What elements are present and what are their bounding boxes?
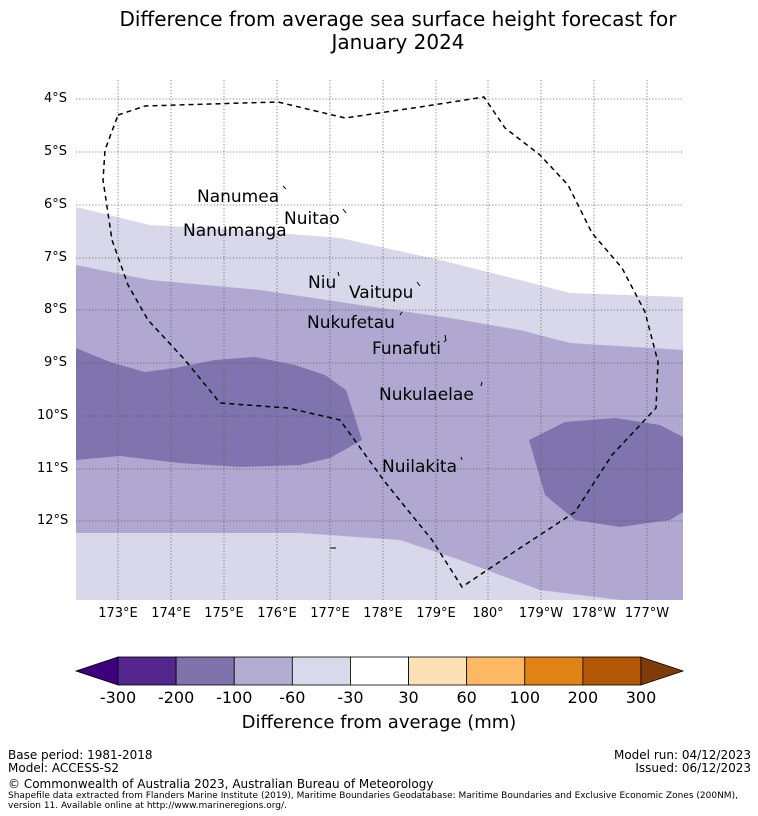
lon-label-175e: 175°E xyxy=(204,606,244,621)
shapefile-credit-2: version 11. Available online at http://w… xyxy=(8,801,287,811)
colorbar-segment xyxy=(350,656,409,686)
place-funafuti: Funafuti xyxy=(372,339,441,359)
copyright: © Commonwealth of Australia 2023, Austra… xyxy=(8,777,434,791)
lon-label-176e: 176°E xyxy=(257,606,297,621)
lat-label-11s: 11°S xyxy=(37,461,69,476)
place-niu: Niu xyxy=(308,273,337,293)
colorbar xyxy=(74,656,685,686)
colorbar-segment xyxy=(582,656,642,686)
title-line-2: January 2024 xyxy=(331,30,465,54)
lon-label-179e: 179°E xyxy=(416,606,456,621)
anomaly-band-medium xyxy=(76,265,683,600)
lon-label-180: 180° xyxy=(472,606,504,621)
place-nanumanga: Nanumanga xyxy=(183,221,287,241)
colorbar-title: Difference from average (mm) xyxy=(241,712,517,733)
lon-label-179w: 179°W xyxy=(518,606,564,621)
island-marks xyxy=(282,185,483,549)
lat-label-7s: 7°S xyxy=(44,250,68,265)
lon-label-178e: 178°E xyxy=(363,606,403,621)
lat-label-6s: 6°S xyxy=(44,197,68,212)
lon-label-173e: 173°E xyxy=(98,606,138,621)
lat-label-10s: 10°S xyxy=(37,408,69,423)
base-period: Base period: 1981-2018 xyxy=(8,748,153,762)
issued-date: Issued: 06/12/2023 xyxy=(635,761,751,775)
place-nuilakita: Nuilakita xyxy=(382,457,458,477)
colorbar-tick-label: -300 xyxy=(99,688,137,707)
title-line-1: Difference from average sea surface heig… xyxy=(119,7,677,31)
colorbar-segment xyxy=(466,656,526,686)
shapefile-credit-1: Shapefile data extracted from Flanders M… xyxy=(8,791,738,801)
place-nuitao: Nuitao xyxy=(284,209,340,229)
place-vaitupu: Vaitupu xyxy=(349,283,414,303)
colorbar-tick-label: -200 xyxy=(157,688,195,707)
lat-label-8s: 8°S xyxy=(44,302,68,317)
colorbar-tick-label: -30 xyxy=(337,688,364,707)
colorbar-tick-label: 300 xyxy=(625,688,657,707)
colorbar-extend-left xyxy=(74,656,119,686)
colorbar-segment xyxy=(233,656,293,686)
colorbar-segment xyxy=(524,656,584,686)
model-run: Model run: 04/12/2023 xyxy=(613,748,751,762)
lon-label-177e: 177°E xyxy=(310,606,350,621)
colorbar-segment xyxy=(117,656,177,686)
eez-boundary xyxy=(102,96,659,589)
sea-level-anomaly-field xyxy=(76,80,683,600)
lon-label-178w: 178°W xyxy=(571,606,617,621)
lat-label-5s: 5°S xyxy=(44,144,68,159)
place-nanumea: Nanumea xyxy=(197,187,280,207)
lat-label-12s: 12°S xyxy=(37,513,69,528)
colorbar-segment xyxy=(291,656,351,686)
lon-label-177w: 177°W xyxy=(624,606,670,621)
anomaly-patch-east xyxy=(529,418,683,527)
lat-label-4s: 4°S xyxy=(44,91,68,106)
colorbar-tick-label: 100 xyxy=(509,688,541,707)
lon-label-174e: 174°E xyxy=(151,606,191,621)
colorbar-tick-label: -60 xyxy=(279,688,306,707)
anomaly-patch-west xyxy=(76,348,362,467)
gridlines xyxy=(76,80,683,600)
model-name: Model: ACCESS-S2 xyxy=(8,761,120,775)
colorbar-segment xyxy=(408,656,468,686)
colorbar-segment xyxy=(175,656,235,686)
colorbar-tick-label: 30 xyxy=(398,688,419,707)
colorbar-tick-label: 200 xyxy=(567,688,599,707)
colorbar-extend-right xyxy=(640,656,685,686)
colorbar-tick-label: 60 xyxy=(456,688,477,707)
colorbar-tick-label: -100 xyxy=(216,688,253,707)
chart-title: Difference from average sea surface heig… xyxy=(0,8,758,54)
place-nukufetau: Nukufetau xyxy=(307,313,395,333)
place-nukulaelae: Nukulaelae xyxy=(379,385,474,405)
lat-label-9s: 9°S xyxy=(44,355,68,370)
